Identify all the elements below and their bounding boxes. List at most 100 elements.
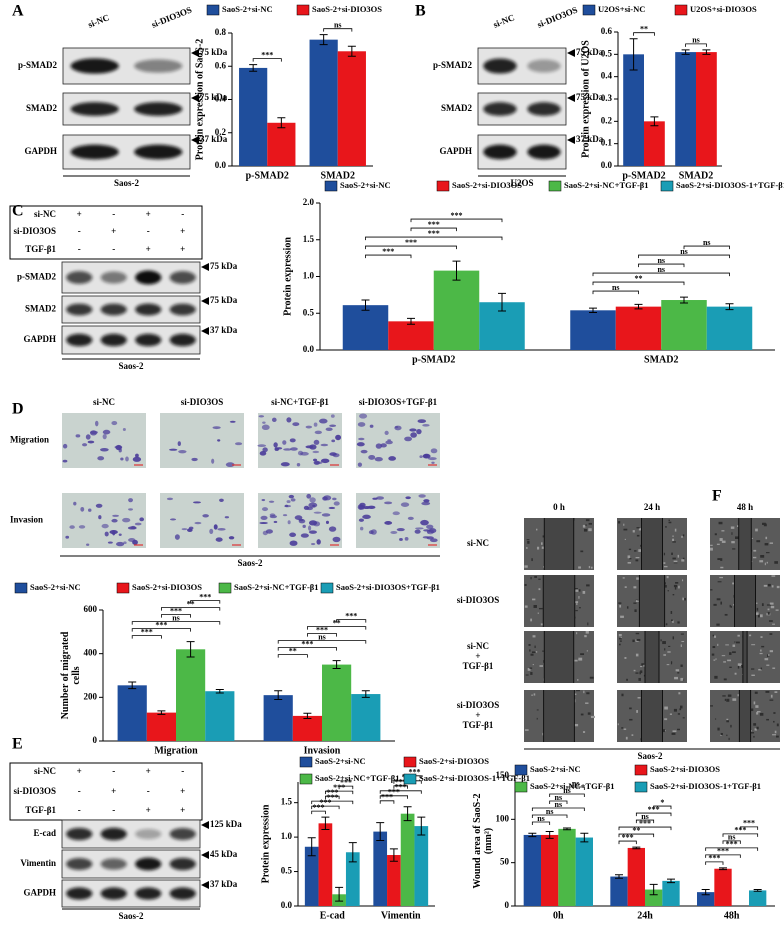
blot-band <box>135 303 162 316</box>
cell-blob <box>289 540 298 546</box>
significance-bracket <box>683 245 730 250</box>
cell-blob <box>188 526 194 530</box>
texture <box>669 713 673 715</box>
error-bar <box>719 867 727 871</box>
texture <box>524 729 529 731</box>
error-bar <box>498 292 506 312</box>
texture <box>580 653 585 656</box>
panel-label: D <box>12 401 24 418</box>
significance-label: ns <box>172 613 180 622</box>
cell-blob <box>229 420 236 423</box>
texture <box>640 670 643 674</box>
y-tick-label: 1.0 <box>281 831 293 841</box>
texture <box>583 528 588 532</box>
image-row-label: + <box>475 651 480 661</box>
texture <box>679 708 682 711</box>
texture <box>575 610 578 612</box>
cell-blob <box>312 504 316 507</box>
image-column-label: si-DIO3OS <box>181 397 224 407</box>
significance-label: ns <box>657 256 665 265</box>
significance-label: *** <box>326 793 338 802</box>
texture <box>640 666 643 668</box>
cell-blob <box>235 442 243 446</box>
cell-blob <box>376 496 385 500</box>
cell-blob <box>86 543 90 546</box>
panel-label: F <box>712 488 722 505</box>
cell-blob <box>122 517 131 523</box>
texture <box>771 585 774 588</box>
texture <box>540 542 543 545</box>
texture <box>671 552 673 555</box>
bar <box>205 691 235 741</box>
significance-label: ** <box>187 599 195 608</box>
cell-blob <box>261 498 266 502</box>
panel-label: B <box>415 3 426 20</box>
cell-blob <box>416 428 422 435</box>
texture <box>719 576 724 579</box>
cell-blob <box>305 425 313 429</box>
texture <box>667 651 671 653</box>
cell-blob <box>290 447 298 451</box>
sign: + <box>146 209 151 219</box>
texture <box>623 523 625 526</box>
cell-blob <box>357 422 366 427</box>
texture <box>753 723 757 726</box>
blot-band <box>70 144 119 160</box>
cell-blob <box>265 529 273 534</box>
condition-label: si-DIO3OS <box>13 786 56 796</box>
cell-blob <box>288 494 295 499</box>
significance-bracket <box>618 840 637 845</box>
texture <box>638 677 641 681</box>
bar <box>662 880 680 906</box>
x-tick-label: 24h <box>637 910 653 921</box>
image-row-label: TGF-β1 <box>463 661 494 671</box>
bar <box>239 67 268 166</box>
texture <box>776 585 780 589</box>
cell-blob <box>360 449 368 454</box>
cell-blob <box>332 536 341 543</box>
blot-band <box>169 271 196 284</box>
texture <box>756 607 759 611</box>
bar <box>627 847 645 906</box>
texture <box>590 715 595 719</box>
texture <box>536 528 538 531</box>
significance-label: ns <box>318 632 326 641</box>
y-axis-label: Protein expression <box>282 237 293 316</box>
bar <box>309 39 338 166</box>
cell-blob <box>286 500 291 504</box>
significance-bracket <box>277 654 308 658</box>
blot-band <box>135 333 162 347</box>
legend-swatch <box>299 756 313 768</box>
blot-row-label: SMAD2 <box>441 103 472 113</box>
bar <box>675 52 696 166</box>
bar <box>644 121 665 166</box>
texture <box>529 667 533 669</box>
texture <box>635 559 639 562</box>
error-bar <box>702 49 711 55</box>
legend-label: SaoS-2+si-NC+TGF-β1 <box>530 781 615 791</box>
texture <box>727 659 732 662</box>
texture <box>756 712 759 715</box>
texture <box>675 582 679 584</box>
image-row-label: Migration <box>10 435 49 445</box>
cell-blob <box>224 516 230 519</box>
legend-swatch <box>514 764 528 776</box>
cell-blob <box>333 501 340 506</box>
texture <box>769 602 774 605</box>
texture <box>578 659 582 661</box>
sign: + <box>111 786 116 796</box>
texture <box>582 590 586 594</box>
texture <box>674 586 677 590</box>
cell-blob <box>139 517 145 522</box>
cell-blob <box>308 530 317 534</box>
texture <box>619 640 622 642</box>
legend-label: SaoS-2+si-DIO3OS <box>650 764 720 774</box>
legend-swatch <box>436 180 450 192</box>
texture <box>577 679 579 681</box>
texture <box>538 607 543 610</box>
condition-label: si-NC <box>34 766 56 776</box>
cell-blob <box>209 528 214 534</box>
texture <box>524 565 528 568</box>
significance-label: *** <box>428 229 440 238</box>
significance-bracket <box>618 826 672 831</box>
